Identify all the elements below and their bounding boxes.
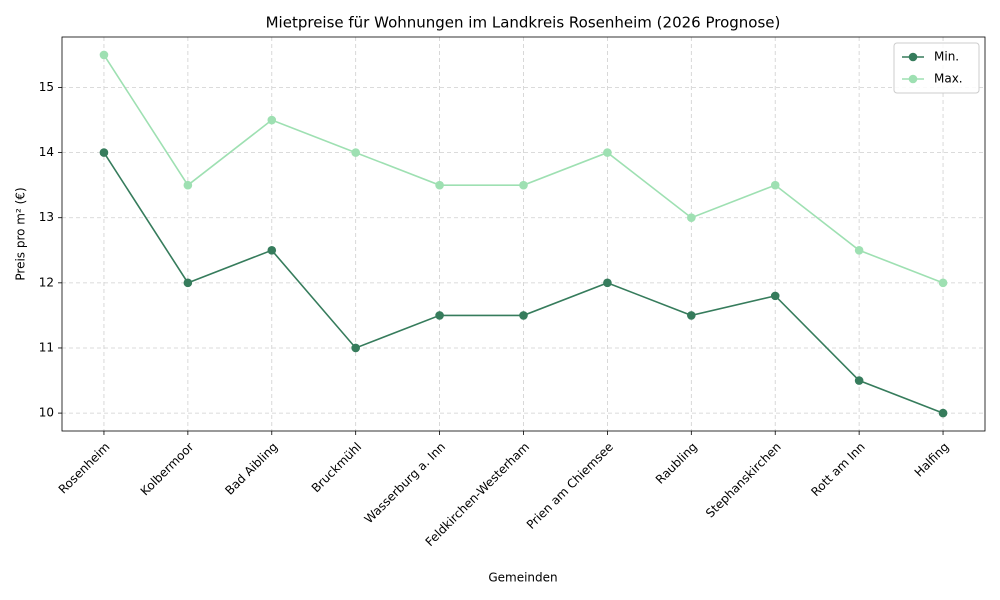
data-point: [267, 245, 277, 255]
data-point: [854, 245, 864, 255]
legend-label: Max.: [934, 72, 963, 86]
y-tick-label: 11: [39, 340, 54, 354]
y-axis-label: Preis pro m² (€): [14, 187, 28, 280]
data-point: [435, 180, 444, 190]
y-tick-label: 14: [39, 145, 54, 159]
data-point: [938, 278, 948, 288]
data-point: [267, 115, 277, 125]
data-point: [770, 180, 780, 190]
legend-marker: [908, 52, 918, 62]
y-tick-label: 13: [39, 210, 54, 224]
x-axis-label: Gemeinden: [488, 571, 557, 585]
plot-frame: [61, 36, 986, 432]
data-point: [183, 278, 193, 288]
data-point: [351, 343, 360, 353]
y-tick-label: 10: [39, 406, 54, 420]
data-point: [519, 180, 528, 190]
legend-marker: [908, 74, 918, 84]
data-point: [854, 376, 864, 385]
data-point: [351, 148, 360, 157]
y-tick-label: 15: [39, 80, 54, 94]
data-point: [99, 148, 109, 157]
data-point: [99, 50, 109, 60]
data-point: [435, 311, 444, 320]
data-point: [687, 311, 696, 320]
data-point: [603, 148, 612, 157]
data-point: [519, 311, 528, 320]
chart-title: Mietpreise für Wohnungen im Landkreis Ro…: [266, 14, 781, 32]
data-point: [603, 278, 612, 288]
legend-label: Min.: [934, 50, 959, 64]
data-point: [770, 291, 780, 301]
data-point: [183, 180, 193, 190]
data-point: [687, 213, 696, 223]
y-tick-label: 12: [39, 275, 54, 289]
data-point: [938, 408, 948, 418]
